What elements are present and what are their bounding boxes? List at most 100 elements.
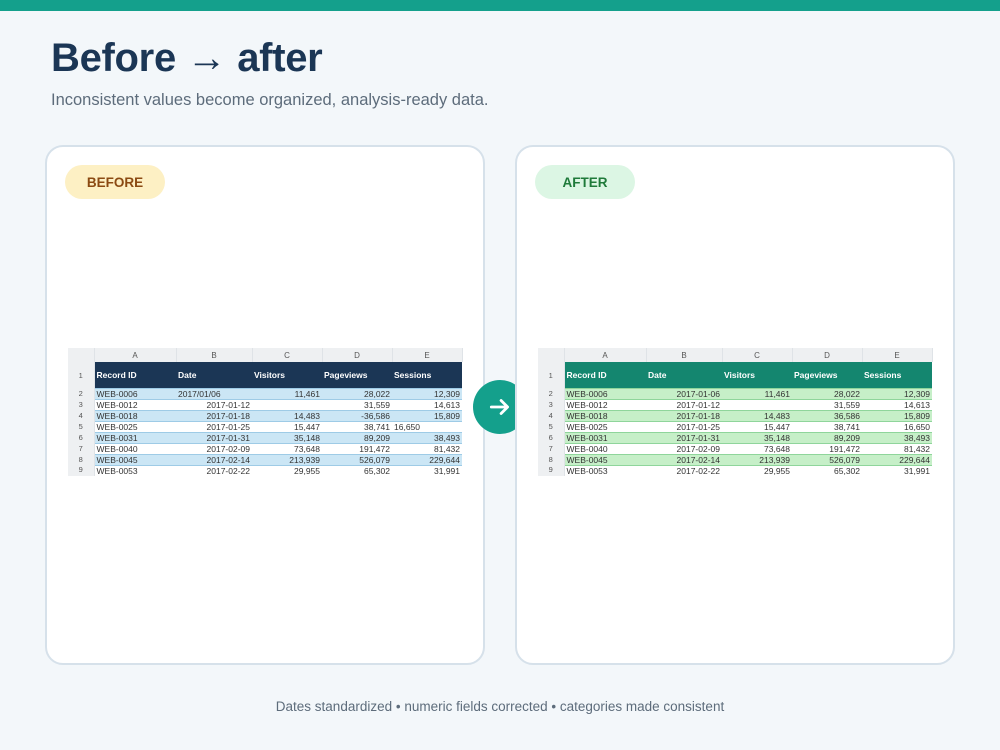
header-cell-pageviews: Pageviews: [322, 362, 392, 388]
table-row: 8 WEB-0045 2017-02-14 213,939 526,079 22…: [68, 453, 462, 466]
cell-visitors: 11,461: [722, 387, 792, 400]
row-number: 6: [538, 432, 565, 443]
column-letter: A: [564, 348, 647, 362]
cell-record-id: WEB-0031: [94, 431, 176, 444]
cell-date: 2017-02-09: [676, 443, 720, 454]
cell-visitors: 29,955: [294, 465, 320, 476]
cell-visitors: 15,447: [764, 421, 790, 432]
cell-sessions: 31,991: [904, 465, 930, 476]
cell-record-id: WEB-0018: [564, 409, 646, 422]
row-number: 8: [538, 454, 565, 465]
table-row: 3 WEB-0012 2017-01-12 31,559 14,613: [538, 399, 932, 410]
cell-visitors: [722, 399, 792, 410]
table-row: 6 WEB-0031 2017-01-31 35,148 89,209 38,4…: [68, 431, 462, 444]
row-number: 4: [68, 410, 95, 421]
cell-record-id: WEB-0053: [566, 465, 608, 476]
header-cell-date: Date: [176, 362, 252, 388]
table-row: 2 WEB-0006 2017/01/06 11,461 28,022 12,3…: [68, 387, 462, 400]
row-number: 5: [538, 421, 565, 432]
header-row: 1 Record ID Date Visitors Pageviews Sess…: [538, 362, 932, 388]
cell-pageviews: 31,559: [834, 399, 860, 410]
cell-record-id: WEB-0006: [564, 387, 646, 400]
page-title: Before → after: [51, 36, 323, 80]
cell-pageviews: 191,472: [829, 443, 860, 454]
before-spreadsheet: A B C D E 1 Record ID Date Visitors Page…: [68, 348, 463, 476]
cell-pageviews: 31,559: [364, 399, 390, 410]
cell-visitors: 14,483: [722, 409, 792, 422]
cell-record-id: WEB-0006: [94, 387, 176, 400]
column-letter: E: [392, 348, 463, 362]
cell-date: 2017/01/06: [176, 387, 252, 400]
cell-sessions: 81,432: [434, 443, 460, 454]
cell-pageviews: 36,586: [792, 409, 862, 422]
page-subtitle: Inconsistent values become organized, an…: [51, 91, 489, 109]
cell-pageviews: 526,079: [792, 453, 862, 466]
row-number: 8: [68, 454, 95, 465]
cell-sessions: 38,493: [862, 431, 932, 444]
cell-sessions: 15,809: [862, 409, 932, 422]
cell-date: 2017-01-18: [176, 409, 252, 422]
cell-visitors: 11,461: [252, 387, 322, 400]
cell-record-id: WEB-0031: [564, 431, 646, 444]
cell-sessions: 229,644: [392, 453, 462, 466]
table-row: 9 WEB-0053 2017-02-22 29,955 65,302 31,9…: [538, 465, 932, 476]
cell-date: 2017-01-06: [646, 387, 722, 400]
cell-sessions: 14,613: [904, 399, 930, 410]
row-number: 3: [68, 399, 95, 410]
table-row: 9 WEB-0053 2017-02-22 29,955 65,302 31,9…: [68, 465, 462, 476]
corner-cell: [68, 348, 95, 362]
cell-record-id: WEB-0053: [96, 465, 138, 476]
cell-pageviews: 28,022: [792, 387, 862, 400]
table-row: 2 WEB-0006 2017-01-06 11,461 28,022 12,3…: [538, 387, 932, 400]
cell-sessions: 16,650: [904, 421, 930, 432]
row-number: 3: [538, 399, 565, 410]
row-number: 7: [68, 443, 95, 454]
cell-date: 2017-02-14: [646, 453, 722, 466]
cell-sessions: 12,309: [862, 387, 932, 400]
column-letter: C: [252, 348, 323, 362]
before-panel: BEFORE A B C D E 1 Record ID Date Visito…: [45, 145, 485, 665]
column-letter-row: A B C D E: [68, 348, 463, 362]
header-row: 1 Record ID Date Visitors Pageviews Sess…: [68, 362, 462, 388]
row-number: 4: [538, 410, 565, 421]
cell-sessions: 12,309: [392, 387, 462, 400]
cell-pageviews: 38,741: [364, 421, 390, 432]
header-cell-visitors: Visitors: [252, 362, 322, 388]
cell-visitors: [252, 399, 322, 410]
cell-record-id: WEB-0040: [96, 443, 138, 454]
cell-date: 2017-01-25: [206, 421, 250, 432]
cell-date: 2017-02-09: [206, 443, 250, 454]
cell-record-id: WEB-0045: [564, 453, 646, 466]
row-number: 9: [538, 465, 565, 476]
cell-date: 2017-01-12: [206, 399, 250, 410]
row-number: 9: [68, 465, 95, 476]
cell-date: 2017-02-22: [206, 465, 250, 476]
top-accent-bar: [0, 0, 1000, 11]
cell-sessions: 16,650: [394, 421, 420, 432]
header-cell-sessions: Sessions: [862, 362, 932, 388]
arrow-right-icon: [489, 399, 509, 415]
row-number: 2: [68, 388, 95, 399]
cell-record-id: WEB-0040: [566, 443, 608, 454]
cell-record-id: WEB-0012: [566, 399, 608, 410]
table-row: 6 WEB-0031 2017-01-31 35,148 89,209 38,4…: [538, 431, 932, 444]
cell-date: 2017-01-18: [646, 409, 722, 422]
cell-sessions: 14,613: [434, 399, 460, 410]
header-cell-sessions: Sessions: [392, 362, 462, 388]
column-letter-row: A B C D E: [538, 348, 933, 362]
cell-pageviews: 191,472: [359, 443, 390, 454]
cell-visitors: 73,648: [294, 443, 320, 454]
cell-record-id: WEB-0025: [566, 421, 608, 432]
cell-visitors: 35,148: [722, 431, 792, 444]
cell-pageviews: 65,302: [364, 465, 390, 476]
row-number: 2: [538, 388, 565, 399]
table-row: 8 WEB-0045 2017-02-14 213,939 526,079 22…: [538, 453, 932, 466]
table-row: 7 WEB-0040 2017-02-09 73,648 191,472 81,…: [538, 443, 932, 454]
cell-visitors: 14,483: [252, 409, 322, 422]
column-letter: C: [722, 348, 793, 362]
table-row: 5 WEB-0025 2017-01-25 15,447 38,741 16,6…: [68, 421, 462, 432]
column-letter: D: [322, 348, 393, 362]
column-letter: B: [176, 348, 253, 362]
header-cell-date: Date: [646, 362, 722, 388]
column-letter: D: [792, 348, 863, 362]
